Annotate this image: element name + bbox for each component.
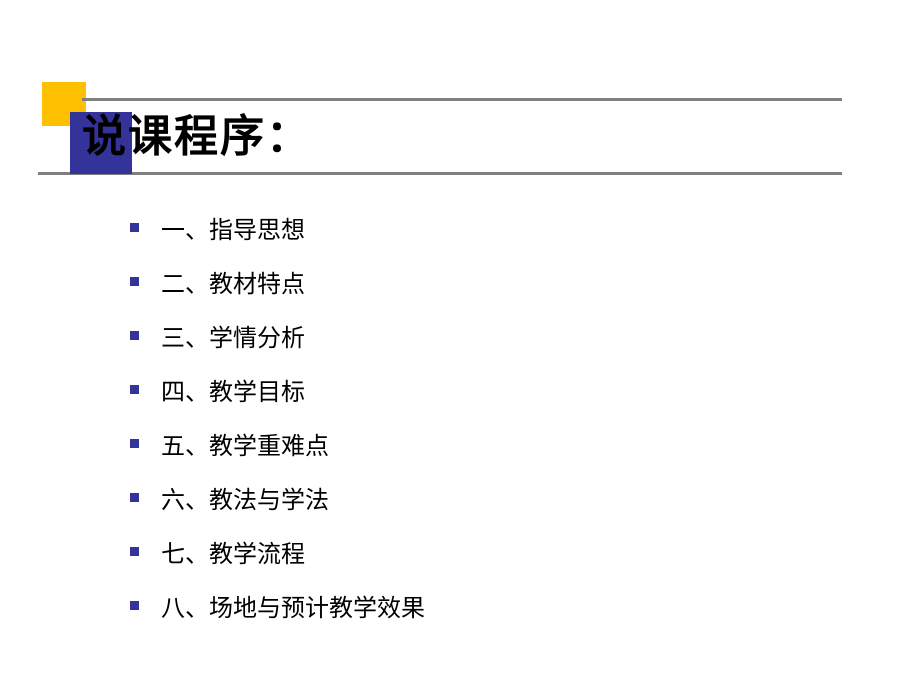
list-item-text: 七、教学流程 (161, 534, 305, 569)
list-item-text: 八、场地与预计教学效果 (161, 588, 425, 623)
bullet-icon (130, 493, 139, 502)
bullet-icon (130, 331, 139, 340)
list-item: 七、教学流程 (130, 534, 425, 569)
bullet-icon (130, 385, 139, 394)
bullet-icon (130, 277, 139, 286)
list-item: 三、学情分析 (130, 318, 425, 353)
list-item-text: 五、教学重难点 (161, 426, 329, 461)
list-item-text: 三、学情分析 (161, 318, 305, 353)
slide-container: 说课程序： 一、指导思想 二、教材特点 三、学情分析 四、教学目标 五、教学重难… (0, 0, 920, 690)
list-item: 六、教法与学法 (130, 480, 425, 515)
list-item: 一、指导思想 (130, 210, 425, 245)
list-item: 五、教学重难点 (130, 426, 425, 461)
list-item-text: 六、教法与学法 (161, 480, 329, 515)
list-item: 八、场地与预计教学效果 (130, 588, 425, 623)
bullet-icon (130, 223, 139, 232)
list-item: 二、教材特点 (130, 264, 425, 299)
bullet-icon (130, 439, 139, 448)
bullet-icon (130, 547, 139, 556)
bullet-icon (130, 601, 139, 610)
content-list: 一、指导思想 二、教材特点 三、学情分析 四、教学目标 五、教学重难点 六、教法… (130, 210, 425, 642)
title-line-bottom (38, 172, 842, 175)
list-item-text: 一、指导思想 (161, 210, 305, 245)
slide-title: 说课程序： (82, 100, 312, 164)
list-item: 四、教学目标 (130, 372, 425, 407)
list-item-text: 四、教学目标 (161, 372, 305, 407)
list-item-text: 二、教材特点 (161, 264, 305, 299)
